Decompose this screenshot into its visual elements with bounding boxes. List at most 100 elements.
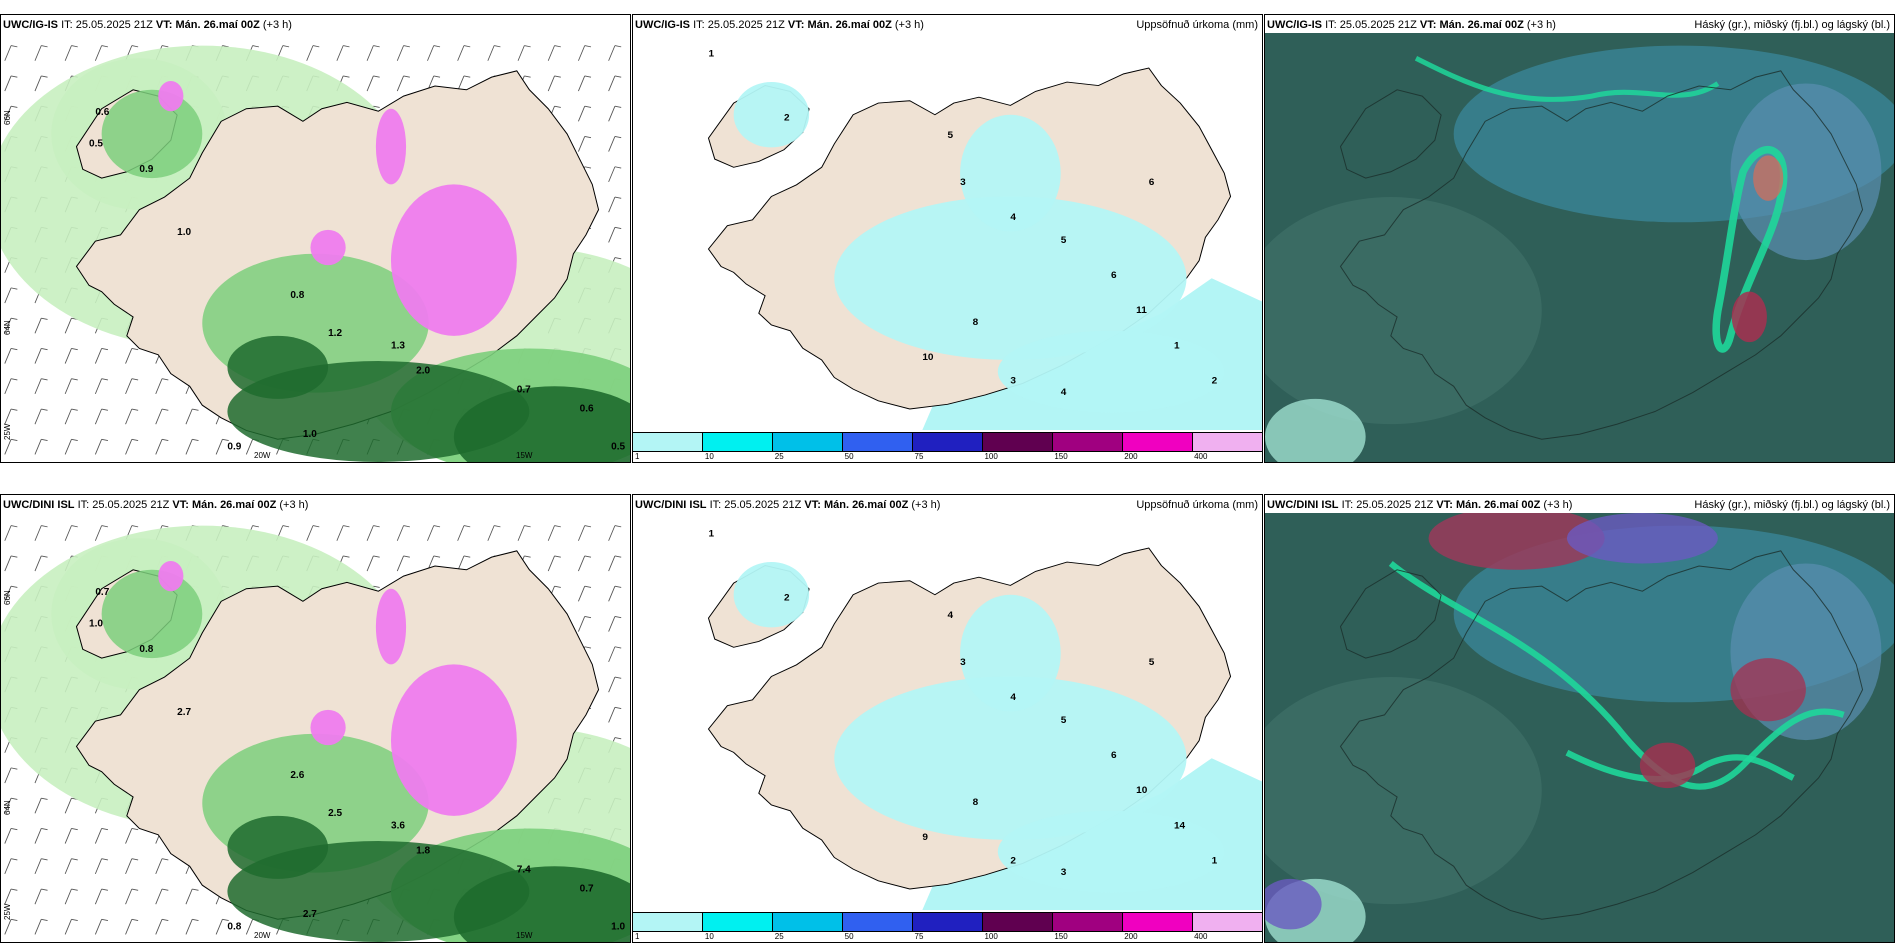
colorbar-tick-label: 1: [635, 932, 640, 941]
colorbar-segment: [843, 433, 913, 451]
value-label: 2.5: [328, 808, 342, 819]
precip-area: [733, 562, 810, 628]
precip-area: [453, 866, 630, 942]
model-name: UWC/DINI ISL: [3, 499, 75, 511]
colorbar-segment: [773, 433, 843, 451]
init-time: 25.05.2025 21Z: [92, 499, 170, 511]
rain-amount-label: 2: [1212, 376, 1218, 387]
low-cloud-area: [1265, 398, 1366, 462]
colorbar-segment: [1123, 913, 1193, 931]
panel-ig-is-accum-precip: UWC/IG-IS IT: 25.05.2025 21Z VT: Mán. 26…: [632, 14, 1263, 463]
init-prefix: IT:: [1341, 499, 1354, 511]
value-label: 0.7: [580, 884, 594, 895]
rain-amount-label: 8: [973, 797, 979, 808]
valid-time: Mán. 26.maí 00Z: [823, 499, 909, 511]
valid-time: Mán. 26.maí 00Z: [1455, 499, 1541, 511]
value-label: 0.6: [580, 404, 594, 415]
init-time: 25.05.2025 21Z: [75, 19, 153, 31]
rain-amount-label: 1: [1174, 341, 1180, 352]
mid-cloud-area: [1730, 83, 1882, 261]
lead-time: (+3 h): [1526, 19, 1556, 31]
mid-cloud-area: [1566, 513, 1718, 564]
model-name: UWC/IG-IS: [3, 19, 58, 31]
init-prefix: IT:: [61, 19, 73, 31]
colorbar-segment: [633, 433, 703, 451]
panel-header: UWC/DINI ISL IT: 25.05.2025 21Z VT: Mán.…: [3, 499, 308, 511]
colorbar-tick-label: 10: [704, 452, 714, 461]
model-name: UWC/IG-IS: [1267, 19, 1322, 31]
value-label: 2.7: [303, 909, 317, 920]
valid-prefix: VT:: [804, 499, 821, 511]
model-name: UWC/DINI ISL: [635, 499, 707, 511]
colorbar-segment: [913, 913, 983, 931]
green-map: 0.7 1.0 0.8 2.7 2.6 2.5 3.6 1.8 7.4 0.7 1.0 0.8 2.7: [1, 513, 630, 942]
colorbar-tick-label: 25: [774, 452, 784, 461]
rain-amount-label: 3: [960, 657, 966, 668]
rain-amount-label: 5: [1061, 715, 1067, 726]
colorbar-tick-label: 25: [774, 932, 784, 941]
rain-amount-label: 9: [922, 832, 928, 843]
precip-area: [101, 569, 203, 659]
colorbar-tick-label: 150: [1054, 452, 1068, 461]
westfjords-coastline: [1339, 569, 1442, 659]
rain-amount-label: 5: [948, 130, 954, 141]
colorbar-tick-label: 50: [844, 932, 854, 941]
cloud-map: [1265, 513, 1894, 942]
rain-amount-label: 11: [1136, 306, 1147, 317]
rain-amount-label: 1: [708, 529, 714, 540]
precip-colorbar: [633, 912, 1262, 932]
colorbar-segment: [1053, 433, 1123, 451]
colorbar-tick-label: 1: [635, 452, 640, 461]
valid-prefix: VT:: [1436, 499, 1453, 511]
init-time: 25.05.2025 21Z: [724, 499, 802, 511]
init-time: 25.05.2025 21Z: [1356, 499, 1434, 511]
colorbar-labels: 1 10 25 50 75 100 150 200 400: [633, 452, 1262, 462]
panel-header: UWC/DINI ISL IT: 25.05.2025 21Z VT: Mán.…: [1267, 499, 1572, 511]
high-cloud-band: [1565, 749, 1795, 783]
high-cloud-band: [1712, 146, 1788, 353]
colorbar-segment: [1193, 433, 1262, 451]
longitude-label: 20W: [254, 451, 271, 460]
heavy-precip-area: [158, 560, 184, 592]
value-label: 1.0: [611, 921, 625, 932]
precip-area: [101, 89, 203, 179]
heavy-precip-area: [390, 664, 517, 816]
valid-time: Mán. 26.maí 00Z: [191, 499, 277, 511]
rain-map: 1 2 3 4 5 6 8 9 10 14 1 2 3 4 5: [633, 513, 1262, 910]
init-prefix: IT:: [77, 499, 90, 511]
lead-time: (+3 h): [911, 499, 941, 511]
init-time: 25.05.2025 21Z: [707, 19, 785, 31]
panel-dini-isl-wind-precip: UWC/DINI ISL IT: 25.05.2025 21Z VT: Mán.…: [0, 494, 631, 943]
latitude-label: 66N: [3, 590, 12, 605]
colorbar-segment: [703, 433, 773, 451]
colorbar-segment: [773, 913, 843, 931]
panel-dini-isl-accum-precip: UWC/DINI ISL IT: 25.05.2025 21Z VT: Mán.…: [632, 494, 1263, 943]
lead-time: (+3 h): [262, 19, 292, 31]
colorbar-segment: [633, 913, 703, 931]
colorbar-segment: [983, 913, 1053, 931]
precip-area: [453, 386, 630, 462]
latitude-label: 25W: [3, 903, 12, 920]
rain-amount-label: 2: [1010, 856, 1016, 867]
longitude-label: 20W: [254, 931, 271, 940]
lead-time: (+3 h): [894, 19, 924, 31]
init-prefix: IT:: [709, 499, 722, 511]
precip-area: [960, 594, 1061, 712]
cloud-map: [1265, 33, 1894, 462]
colorbar-tick-label: 10: [704, 932, 714, 941]
latitude-label: 25W: [3, 423, 12, 440]
colorbar-segment: [1193, 913, 1262, 931]
colorbar-tick-label: 75: [914, 932, 924, 941]
precip-area: [834, 196, 1187, 360]
value-label: 0.5: [89, 139, 103, 150]
heavy-precip-area: [390, 184, 517, 336]
precip-area: [834, 676, 1187, 840]
value-label: 0.8: [139, 644, 153, 655]
high-cloud-core: [1428, 513, 1605, 570]
colorbar-tick-label: 400: [1194, 452, 1208, 461]
precip-area: [227, 335, 329, 399]
longitude-label: 15W: [516, 451, 533, 460]
value-label: 0.5: [611, 441, 625, 452]
latitude-label: 64N: [3, 320, 12, 335]
